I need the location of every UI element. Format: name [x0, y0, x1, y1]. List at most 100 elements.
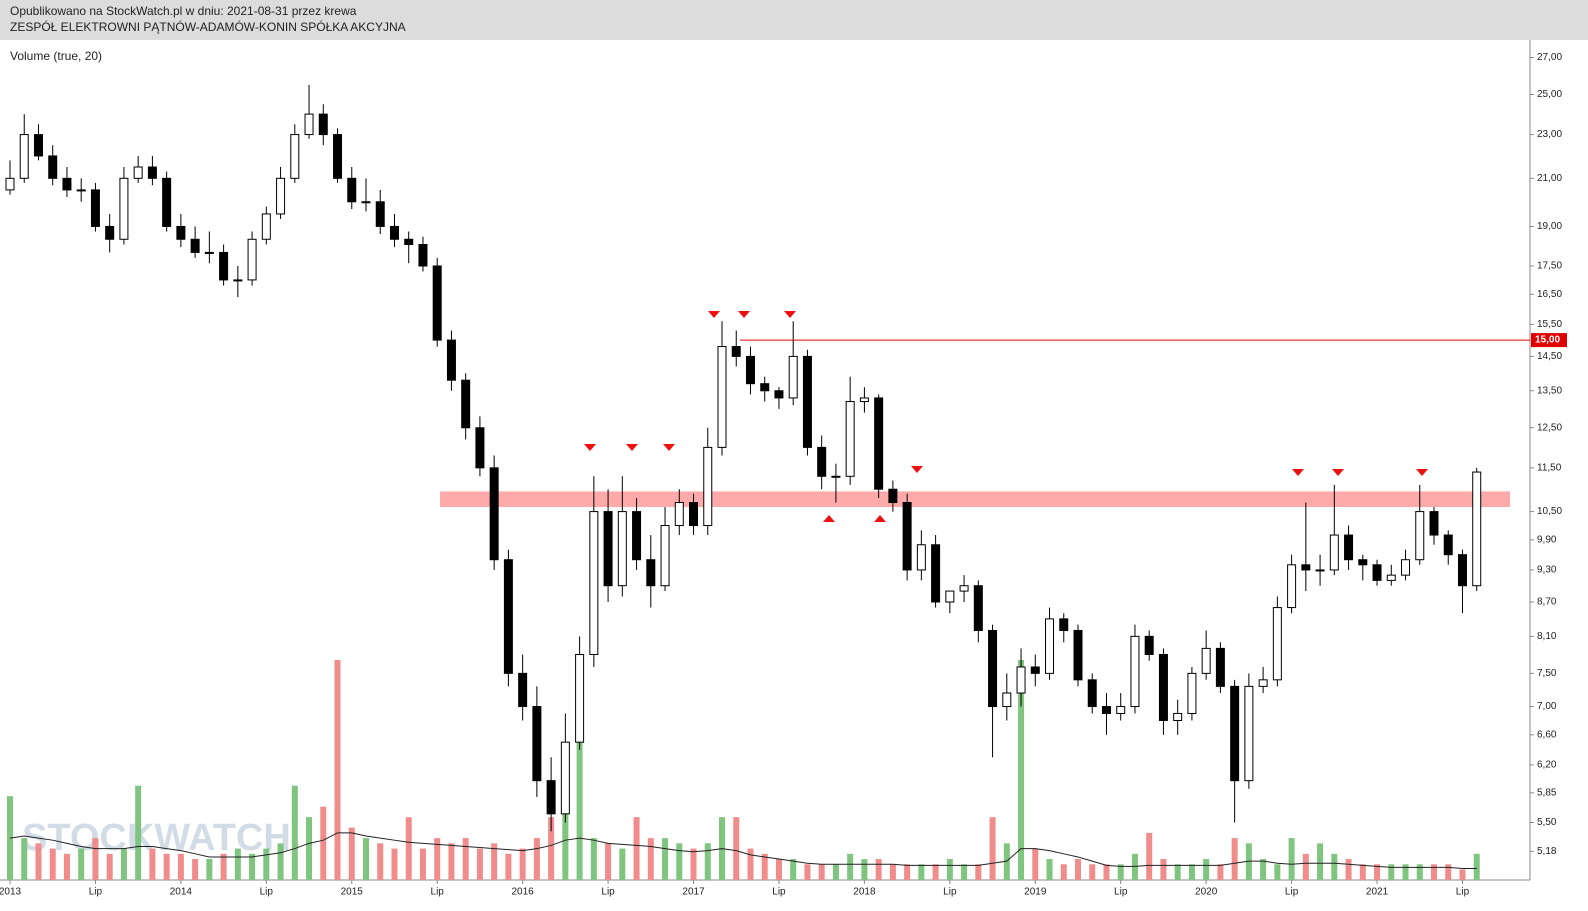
y-tick-label: 13,50: [1537, 385, 1562, 396]
volume-bar: [775, 859, 782, 880]
x-tick-label: 2017: [682, 887, 705, 898]
candle-body: [1244, 685, 1254, 782]
volume-bar: [1359, 864, 1366, 880]
x-tick-label: 2020: [1195, 887, 1218, 898]
candle-body: [1344, 534, 1354, 561]
candle-body: [347, 177, 357, 203]
volume-bar: [92, 838, 99, 880]
x-tick-label: Lip: [1285, 887, 1299, 898]
candle-body: [859, 397, 869, 403]
volume-bar: [49, 848, 56, 880]
volume-bar: [363, 838, 369, 880]
volume-bar: [249, 853, 256, 880]
x-tick-label: 2014: [170, 887, 193, 898]
y-tick-label: 16,50: [1537, 289, 1562, 300]
volume-bar: [476, 848, 483, 880]
y-tick-label: 8,10: [1537, 631, 1557, 642]
candle-body: [147, 166, 157, 179]
volume-bar: [320, 806, 327, 880]
volume-bar: [434, 838, 441, 880]
candle-body: [902, 502, 912, 571]
level-label-bg: [1531, 333, 1567, 348]
candle-body: [674, 502, 684, 527]
candle-body: [375, 201, 385, 227]
candle-body: [745, 355, 755, 385]
y-tick-label: 15,50: [1537, 319, 1562, 330]
candle-body: [845, 401, 855, 477]
candle-body: [660, 525, 670, 587]
level-label: 15,00: [1535, 335, 1560, 346]
volume-bar: [405, 817, 412, 880]
candle-body: [62, 177, 72, 191]
volume-bar: [1288, 838, 1295, 880]
y-tick-label: 17,50: [1537, 261, 1562, 272]
candle-body: [888, 488, 898, 504]
candle-body: [261, 213, 271, 240]
volume-bar: [1416, 864, 1423, 880]
volume-bar: [548, 817, 555, 880]
candle-body: [916, 544, 926, 571]
candle-body: [802, 355, 812, 448]
y-tick-label: 8,70: [1537, 597, 1557, 608]
signal-markers: [584, 311, 1428, 522]
candle-body: [333, 134, 343, 179]
volume-bar: [1459, 869, 1466, 880]
candle-body: [475, 427, 485, 469]
candle-body: [1173, 712, 1183, 721]
volume-bar: [1089, 864, 1096, 880]
candle-body: [1358, 559, 1368, 566]
volume-bar: [989, 817, 996, 880]
volume-bar: [1331, 853, 1338, 880]
candle-body: [1329, 534, 1339, 571]
volume-bar: [1188, 864, 1195, 880]
volume-bar: [391, 848, 398, 880]
volume-bar: [676, 843, 683, 880]
candle-body: [1415, 511, 1425, 561]
x-tick-label: Lip: [1114, 887, 1128, 898]
candle-body: [389, 225, 399, 240]
volume-bar: [1174, 864, 1181, 880]
volume-bar: [861, 859, 868, 880]
y-tick-label: 7,50: [1537, 668, 1557, 679]
y-tick-label: 5,18: [1537, 846, 1557, 857]
x-tick-label: Lip: [431, 887, 445, 898]
candle-body: [703, 446, 713, 527]
volume-bar: [818, 864, 825, 880]
volume-bar: [918, 864, 925, 880]
candle-body: [304, 113, 314, 136]
candle-body: [1315, 569, 1325, 572]
volume-bar: [562, 785, 569, 880]
candle-body: [489, 467, 499, 561]
candle-body: [788, 355, 798, 399]
candle-body: [33, 134, 43, 157]
resistance-zone: [440, 491, 1510, 508]
volume-bar: [647, 838, 654, 880]
x-tick-label: 2018: [853, 887, 876, 898]
volume-bar: [761, 853, 768, 880]
volume-ma: [9, 832, 1477, 869]
volume-bar: [662, 838, 669, 880]
candle-body: [76, 189, 86, 192]
candle-body: [646, 559, 656, 587]
candle-body: [518, 672, 528, 708]
candle-body: [190, 238, 200, 253]
x-tick-label: 2019: [1024, 887, 1047, 898]
candle-body: [1130, 635, 1140, 708]
y-tick-label: 14,50: [1537, 351, 1562, 362]
volume-bar: [505, 853, 512, 880]
volume-bar: [177, 853, 184, 880]
volume-bar: [1445, 864, 1452, 880]
candle-body: [1016, 666, 1026, 694]
x-tick-label: Lip: [89, 887, 103, 898]
y-tick-label: 27,00: [1537, 52, 1562, 63]
volume-bar: [1302, 853, 1309, 880]
candle-body: [632, 511, 642, 561]
candle-body: [1030, 666, 1040, 674]
candle-body: [1201, 647, 1211, 674]
candle-body: [1372, 564, 1382, 581]
volume-bar: [462, 838, 469, 880]
volume-bar: [21, 838, 28, 880]
candle-body: [432, 265, 442, 341]
volume-bar: [306, 817, 313, 880]
candle-body: [560, 741, 570, 815]
